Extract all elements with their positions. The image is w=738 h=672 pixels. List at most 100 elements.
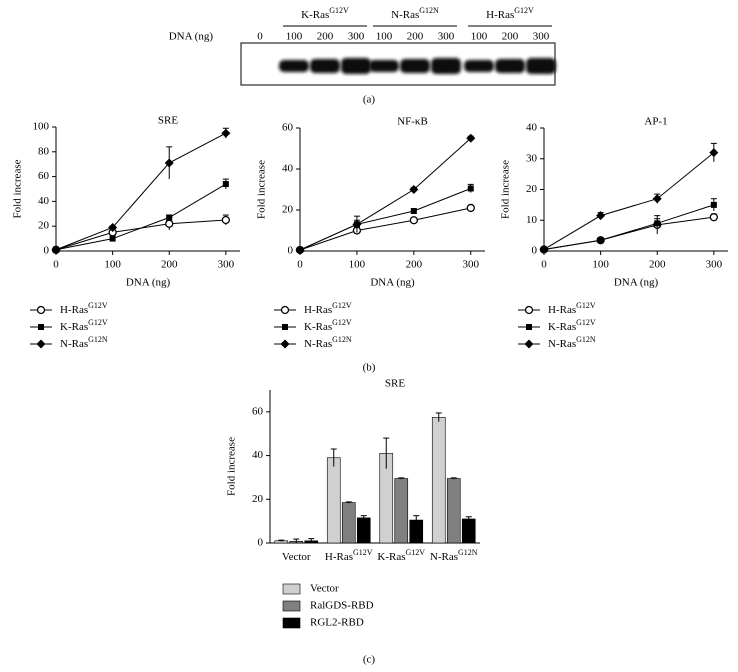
x-tick-label-base: H-Ras bbox=[325, 551, 353, 563]
panel-label: (b) bbox=[363, 362, 376, 374]
series-line bbox=[543, 204, 715, 250]
lane-label: 300 bbox=[348, 31, 365, 43]
x-tick-label: 100 bbox=[349, 259, 366, 271]
legend-label: K-RasG12V bbox=[60, 318, 108, 333]
y-tick-label: 20 bbox=[282, 204, 294, 216]
lane-label: 100 bbox=[376, 31, 393, 43]
group-label: N-RasG12N bbox=[391, 6, 439, 21]
blot-band bbox=[526, 58, 556, 74]
y-tick-label: 30 bbox=[526, 152, 538, 164]
legend-label: H-RasG12V bbox=[60, 301, 108, 316]
bar bbox=[326, 457, 341, 544]
legend-label: N-RasG12N bbox=[548, 335, 596, 350]
point bbox=[166, 214, 173, 221]
legend-marker bbox=[524, 339, 534, 349]
point bbox=[710, 201, 717, 208]
legend-label: Vector bbox=[310, 583, 339, 595]
x-axis-label: DNA (ng) bbox=[370, 277, 415, 289]
x-tick-label: 200 bbox=[161, 259, 178, 271]
y-tick-label: 0 bbox=[288, 245, 294, 257]
series-line bbox=[543, 216, 714, 250]
y-tick-label: 20 bbox=[38, 220, 50, 232]
point bbox=[410, 208, 417, 215]
legend-label: K-RasG12V bbox=[548, 318, 596, 333]
x-tick-label-sup: G12V bbox=[406, 548, 426, 557]
lane-label: 100 bbox=[286, 31, 303, 43]
legend-label-base: H-Ras bbox=[60, 304, 88, 316]
y-tick-label: 60 bbox=[38, 170, 50, 182]
point bbox=[221, 215, 230, 225]
legend-label-sup: G12N bbox=[576, 335, 596, 344]
y-axis-label: Fold increase bbox=[226, 437, 238, 496]
legend-label-sup: G12V bbox=[576, 301, 596, 310]
legend-label-sup: G12V bbox=[576, 318, 596, 327]
series-line bbox=[55, 219, 226, 251]
x-tick-label: 300 bbox=[218, 259, 235, 271]
y-tick-label: 60 bbox=[282, 122, 294, 134]
point bbox=[709, 148, 719, 158]
point bbox=[109, 235, 116, 242]
chart-title: SRE bbox=[385, 378, 405, 390]
point bbox=[466, 133, 476, 143]
y-tick-label: 0 bbox=[532, 245, 538, 257]
y-tick-label: 20 bbox=[526, 183, 538, 195]
legend-marker bbox=[526, 324, 532, 330]
point bbox=[222, 181, 229, 188]
y-tick-label: 40 bbox=[526, 122, 538, 134]
legend-label: H-RasG12V bbox=[548, 301, 596, 316]
point bbox=[596, 211, 606, 221]
point bbox=[597, 237, 604, 244]
panel-label: (c) bbox=[363, 654, 376, 666]
legend-label-base: N-Ras bbox=[304, 338, 332, 350]
lane-label: 300 bbox=[438, 31, 455, 43]
legend-swatch bbox=[282, 600, 301, 612]
series-line bbox=[55, 132, 227, 251]
x-tick-label: 200 bbox=[649, 259, 666, 271]
x-tick-label: 300 bbox=[463, 259, 480, 271]
y-tick-label: 40 bbox=[252, 449, 264, 461]
group-label-sup: G12N bbox=[419, 6, 439, 15]
legend-label: H-RasG12V bbox=[304, 301, 352, 316]
point bbox=[352, 219, 362, 229]
y-tick-label: 40 bbox=[38, 195, 50, 207]
y-tick-label: 10 bbox=[526, 214, 538, 226]
blot-band bbox=[310, 59, 340, 73]
legend-label-base: H-Ras bbox=[548, 304, 576, 316]
legend-marker bbox=[38, 324, 44, 330]
y-tick-label: 0 bbox=[44, 245, 50, 257]
series-line bbox=[55, 183, 227, 251]
legend-marker bbox=[36, 305, 46, 315]
bar bbox=[356, 517, 371, 544]
x-tick-label-base: K-Ras bbox=[377, 551, 405, 563]
point bbox=[165, 219, 174, 228]
point bbox=[221, 128, 231, 138]
blot-x-label: DNA (ng) bbox=[169, 31, 214, 43]
legend-label-base: K-Ras bbox=[60, 321, 88, 333]
lane-label: 200 bbox=[317, 31, 334, 43]
legend-label-base: N-Ras bbox=[548, 338, 576, 350]
point bbox=[409, 216, 418, 225]
legend-marker bbox=[36, 339, 46, 349]
legend-swatch bbox=[282, 583, 301, 595]
legend-marker bbox=[282, 324, 288, 330]
x-tick-label: 100 bbox=[104, 259, 121, 271]
legend-label-base: N-Ras bbox=[60, 338, 88, 350]
y-axis-label: Fold increase bbox=[500, 160, 512, 219]
legend-label: K-RasG12V bbox=[304, 318, 352, 333]
blot-band bbox=[400, 59, 430, 73]
x-tick-label: 0 bbox=[53, 259, 59, 271]
legend-label-sup: G12V bbox=[88, 301, 108, 310]
legend-label-sup: G12V bbox=[332, 301, 352, 310]
point bbox=[654, 220, 661, 227]
y-axis-label: Fold increase bbox=[256, 160, 268, 219]
x-tick-label: K-RasG12V bbox=[377, 548, 425, 563]
x-tick-label: N-RasG12N bbox=[430, 548, 478, 563]
x-tick-label-base: Vector bbox=[282, 551, 311, 563]
lane-label: 300 bbox=[533, 31, 550, 43]
y-tick-label: 100 bbox=[33, 121, 50, 133]
chart-title: AP-1 bbox=[644, 116, 667, 128]
point bbox=[467, 185, 474, 192]
legend-label-sup: G12N bbox=[88, 335, 108, 344]
lane-label: 200 bbox=[502, 31, 519, 43]
